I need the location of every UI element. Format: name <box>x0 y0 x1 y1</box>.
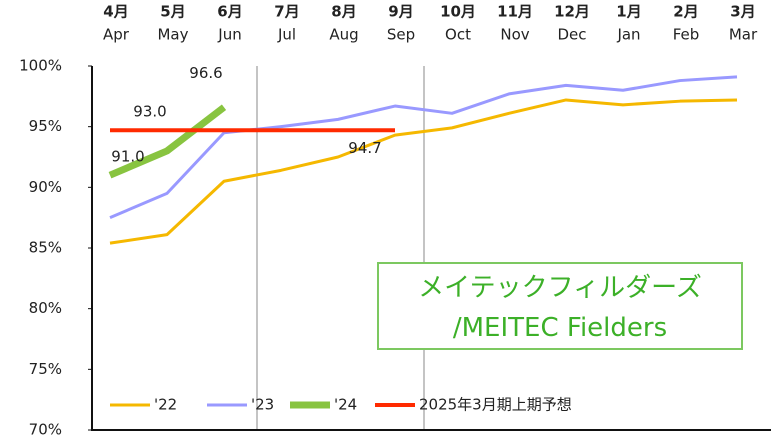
x-tick-label: Sep <box>387 26 415 44</box>
legend-label: 2025年3月期上期予想 <box>419 396 572 414</box>
x-tick-label-jp: 6月 <box>217 3 242 21</box>
legend-label: '22 <box>154 396 177 414</box>
x-tick-label-jp: 12月 <box>554 3 590 21</box>
y-tick-label: 95% <box>29 117 62 135</box>
x-tick-label-jp: 3月 <box>730 3 755 21</box>
x-tick-label-jp: 9月 <box>388 3 413 21</box>
x-tick-label-jp: 10月 <box>440 3 476 21</box>
x-tick-label-jp: 7月 <box>274 3 299 21</box>
x-tick-label: Dec <box>557 26 586 44</box>
y-tick-label: 70% <box>29 421 62 435</box>
x-tick-label: Oct <box>445 26 471 44</box>
annotation-line: メイテックフィルダーズ <box>418 273 702 303</box>
x-tick-label-jp: 2月 <box>673 3 698 21</box>
x-tick-label: Apr <box>103 26 130 44</box>
x-tick-label-jp: 8月 <box>331 3 356 21</box>
series-line <box>108 104 227 179</box>
value-label: 94.7 <box>348 139 381 157</box>
value-label: 93.0 <box>133 102 166 120</box>
y-tick-label: 75% <box>29 360 62 378</box>
y-tick-label: 80% <box>29 299 62 317</box>
x-tick-label: Jan <box>616 26 640 44</box>
x-tick-label-jp: 1月 <box>616 3 641 21</box>
x-tick-label: Aug <box>329 26 358 44</box>
x-tick-label-jp: 4月 <box>103 3 128 21</box>
x-tick-label-jp: 11月 <box>497 3 533 21</box>
x-tick-label-jp: 5月 <box>160 3 185 21</box>
annotation-box: メイテックフィルダーズ /MEITEC Fielders <box>377 262 743 350</box>
x-tick-label: Mar <box>729 26 758 44</box>
value-label: 91.0 <box>111 148 144 166</box>
legend-label: '24 <box>334 396 357 414</box>
x-tick-label: May <box>157 26 188 44</box>
y-tick-label: 100% <box>19 57 62 75</box>
series-line <box>109 75 738 220</box>
y-tick-label: 85% <box>29 239 62 257</box>
annotation-line: /MEITEC Fielders <box>452 313 668 343</box>
y-tick-label: 90% <box>29 178 62 196</box>
series-line <box>109 98 738 245</box>
legend-label: '23 <box>251 396 274 414</box>
x-tick-label: Jun <box>217 26 241 44</box>
x-tick-label: Feb <box>673 26 700 44</box>
x-tick-label: Nov <box>500 26 529 44</box>
value-label: 96.6 <box>189 64 222 82</box>
x-tick-label: Jul <box>277 26 296 44</box>
